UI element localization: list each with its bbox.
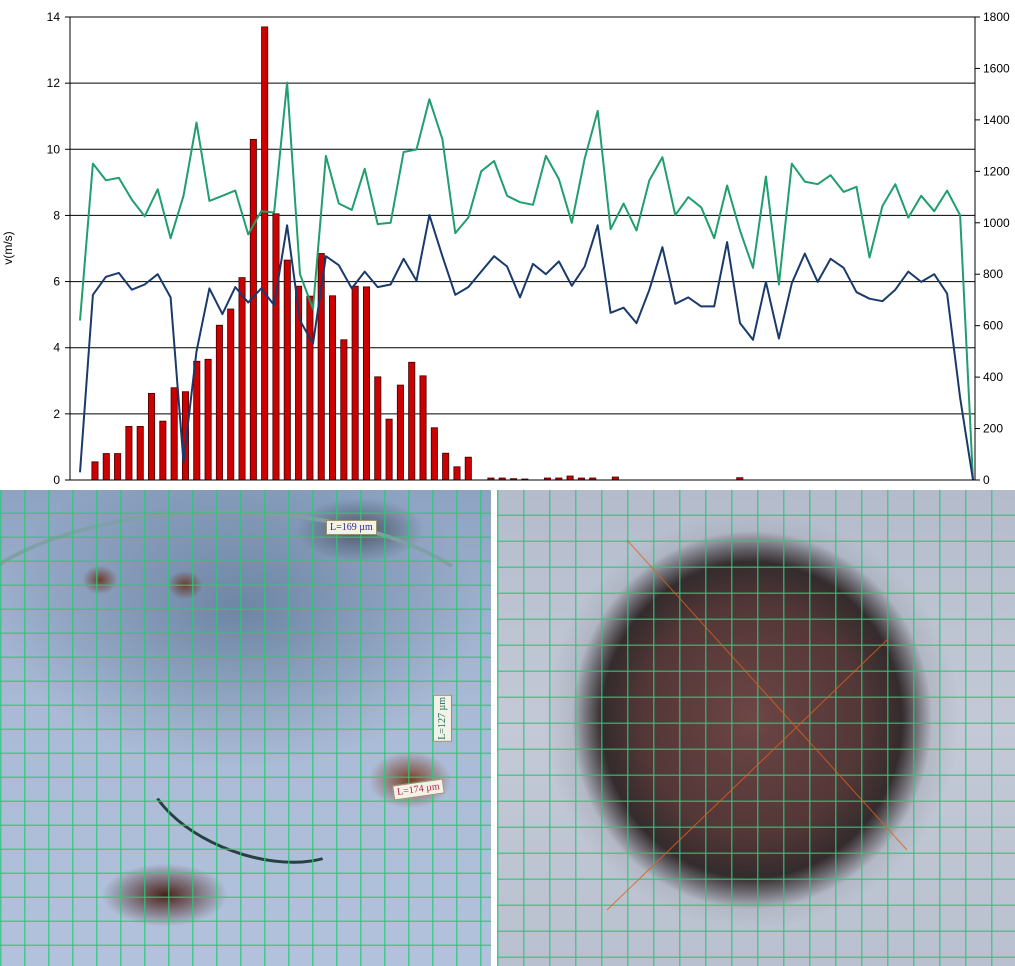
bar xyxy=(249,138,257,481)
bar xyxy=(125,426,133,481)
bar xyxy=(193,360,201,481)
bar-series xyxy=(91,26,744,481)
left-tick-label: 14 xyxy=(47,10,61,24)
bar xyxy=(396,384,404,481)
measurement-grid xyxy=(0,490,491,966)
left-tick-label: 4 xyxy=(53,341,60,355)
bar xyxy=(283,259,291,481)
bar xyxy=(148,392,156,481)
bar xyxy=(351,285,359,481)
left-tick-label: 0 xyxy=(53,473,60,487)
diagonal-marks xyxy=(606,539,908,911)
right-tick-label: 1200 xyxy=(983,164,1010,178)
left-tick-label: 12 xyxy=(47,76,61,90)
right-axis-ticks: 0 200 400 600 800 1000 1200 1400 1600 1800 xyxy=(975,10,1010,487)
line-series xyxy=(79,81,974,481)
bar xyxy=(408,361,416,481)
bar xyxy=(374,376,382,481)
micrograph-left: L=169 µm L=127 µm L=174 µm xyxy=(0,490,491,966)
right-tick-label: 600 xyxy=(983,319,1003,333)
bar xyxy=(419,375,427,481)
bar xyxy=(91,461,99,481)
left-tick-label: 6 xyxy=(53,275,60,289)
measurement-grid xyxy=(497,490,1015,966)
velocity-chart: 0 2 4 6 8 10 12 14 0 200 400 600 800 1000 1200 1400 160… xyxy=(1,10,1010,487)
chart-axes xyxy=(69,17,976,481)
bar xyxy=(204,358,212,481)
scale-label: L=127 µm xyxy=(433,695,452,742)
right-tick-label: 200 xyxy=(983,422,1003,436)
bar xyxy=(136,426,144,481)
scale-label: L=169 µm xyxy=(326,520,377,535)
bar xyxy=(159,420,167,481)
bar xyxy=(227,308,235,481)
right-tick-label: 1800 xyxy=(983,10,1010,24)
bar xyxy=(114,453,122,481)
bar xyxy=(340,339,348,481)
right-tick-label: 1600 xyxy=(983,61,1010,75)
bar xyxy=(306,295,314,481)
bar xyxy=(261,26,269,481)
micrograph-right xyxy=(497,490,1015,966)
bar xyxy=(442,452,450,481)
bar xyxy=(362,286,370,481)
right-tick-label: 0 xyxy=(983,473,990,487)
bar xyxy=(430,427,438,481)
left-tick-label: 8 xyxy=(53,208,60,222)
bar xyxy=(385,418,393,481)
left-tick-label: 2 xyxy=(53,407,60,421)
right-tick-label: 1400 xyxy=(983,113,1010,127)
left-axis-ticks: 0 2 4 6 8 10 12 14 xyxy=(47,10,70,487)
series-line-dark xyxy=(79,214,974,481)
bar xyxy=(329,295,337,481)
right-tick-label: 800 xyxy=(983,267,1003,281)
bar xyxy=(453,466,461,481)
bar xyxy=(170,387,178,481)
bar xyxy=(215,324,223,481)
left-tick-label: 10 xyxy=(47,142,61,156)
chart-gridlines xyxy=(70,16,975,415)
bar xyxy=(238,277,246,481)
bar xyxy=(102,453,110,481)
series-line-green xyxy=(79,81,974,481)
bar xyxy=(464,456,472,481)
bar xyxy=(566,475,574,481)
left-axis-title: v(m/s) xyxy=(1,231,15,264)
right-tick-label: 1000 xyxy=(983,216,1010,230)
right-tick-label: 400 xyxy=(983,370,1003,384)
bar xyxy=(181,391,189,481)
bar xyxy=(272,213,280,481)
